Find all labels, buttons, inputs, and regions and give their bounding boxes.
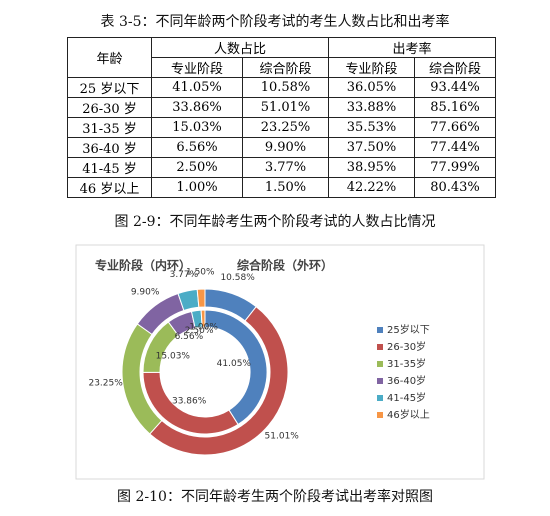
chart-frame [75, 244, 485, 480]
table-row: 36-40 岁 6.56% 9.90% 37.50% 77.44% [67, 137, 496, 158]
table-cell: 85.16% [414, 97, 496, 118]
legend-label: 26-30岁 [387, 340, 426, 353]
legend-swatch [377, 344, 383, 350]
data-label: 33.86% [172, 396, 207, 406]
data-label: 3.77% [170, 270, 199, 280]
legend-swatch [377, 378, 383, 384]
table-cell: 41-45 岁 [67, 157, 152, 178]
table-cell: 77.44% [414, 137, 496, 158]
data-label: 1.50% [186, 268, 215, 278]
figure-caption: 图 2-9：不同年龄考生两个阶段考试的人数占比情况 [114, 214, 436, 230]
data-table: 年龄 人数占比 出考率 专业阶段 综合阶段 专业阶段 综合阶段 25 岁以下 41.05% 10.… [67, 37, 496, 198]
table-cell: 51.01% [242, 97, 329, 118]
legend-swatch [377, 412, 383, 418]
legend-label: 25岁以下 [387, 323, 430, 336]
data-label: 1.00% [189, 323, 218, 333]
table-cell: 80.43% [414, 177, 496, 198]
table-cell: 46 岁以上 [67, 177, 152, 198]
header-row: 年龄 人数占比 出考率 [67, 37, 496, 78]
data-label: 51.01% [265, 432, 300, 442]
figure-caption: 图 2-10：不同年龄考生两个阶段考试出考率对照图 [117, 489, 433, 505]
legend-label: 46岁以上 [387, 408, 430, 421]
legend-label: 41-45岁 [387, 391, 426, 404]
table-row: 31-35 岁 15.03% 23.25% 35.53% 77.66% [67, 117, 496, 138]
table-cell: 1.00% [151, 177, 243, 198]
subheader-cell: 综合阶段 [414, 57, 496, 78]
table-cell: 6.56% [151, 137, 243, 158]
legend-label: 31-35岁 [387, 357, 426, 370]
table-cell: 1.50% [242, 177, 329, 198]
data-label: 6.56% [175, 332, 204, 342]
data-label: 23.25% [88, 379, 123, 389]
legend-label: 36-40岁 [387, 374, 426, 387]
data-label: 10.58% [220, 273, 255, 283]
table-cell: 42.22% [328, 177, 415, 198]
data-label: 15.03% [156, 351, 191, 361]
table-cell: 35.53% [328, 117, 415, 138]
table-cell: 23.25% [242, 117, 329, 138]
table-caption: 表 3-5：不同年龄两个阶段考试的考生人数占比和出考率 [100, 14, 450, 30]
series-title: 综合阶段（外环） [237, 258, 333, 273]
table-row: 46 岁以上 1.00% 1.50% 42.22% 80.43% [67, 177, 496, 198]
legend-swatch [377, 361, 383, 367]
data-label: 2.50% [185, 326, 214, 336]
series-title: 专业阶段（内环） [95, 258, 191, 273]
subheader-cell: 综合阶段 [242, 57, 329, 78]
table-body: 年龄 人数占比 出考率 专业阶段 综合阶段 专业阶段 综合阶段 25 岁以下 41.05% 10.… [67, 37, 496, 198]
table-cell: 77.66% [414, 117, 496, 138]
data-label: 41.05% [217, 359, 252, 369]
legend-swatch [377, 327, 383, 333]
table-cell: 37.50% [328, 137, 415, 158]
table-cell: 3.77% [242, 157, 329, 178]
donut-slice [200, 309, 206, 328]
subheader-row: 专业阶段 综合阶段 专业阶段 综合阶段 [68, 57, 496, 78]
legend-swatch [377, 395, 383, 401]
table-row: 26-30 岁 33.86% 51.01% 33.88% 85.16% [67, 97, 496, 118]
header-cell: 年龄 [67, 37, 152, 78]
table-cell: 93.44% [414, 77, 496, 98]
subheader-cell: 专业阶段 [328, 57, 415, 78]
donut-slice [196, 288, 206, 308]
data-label: 9.90% [131, 287, 160, 297]
